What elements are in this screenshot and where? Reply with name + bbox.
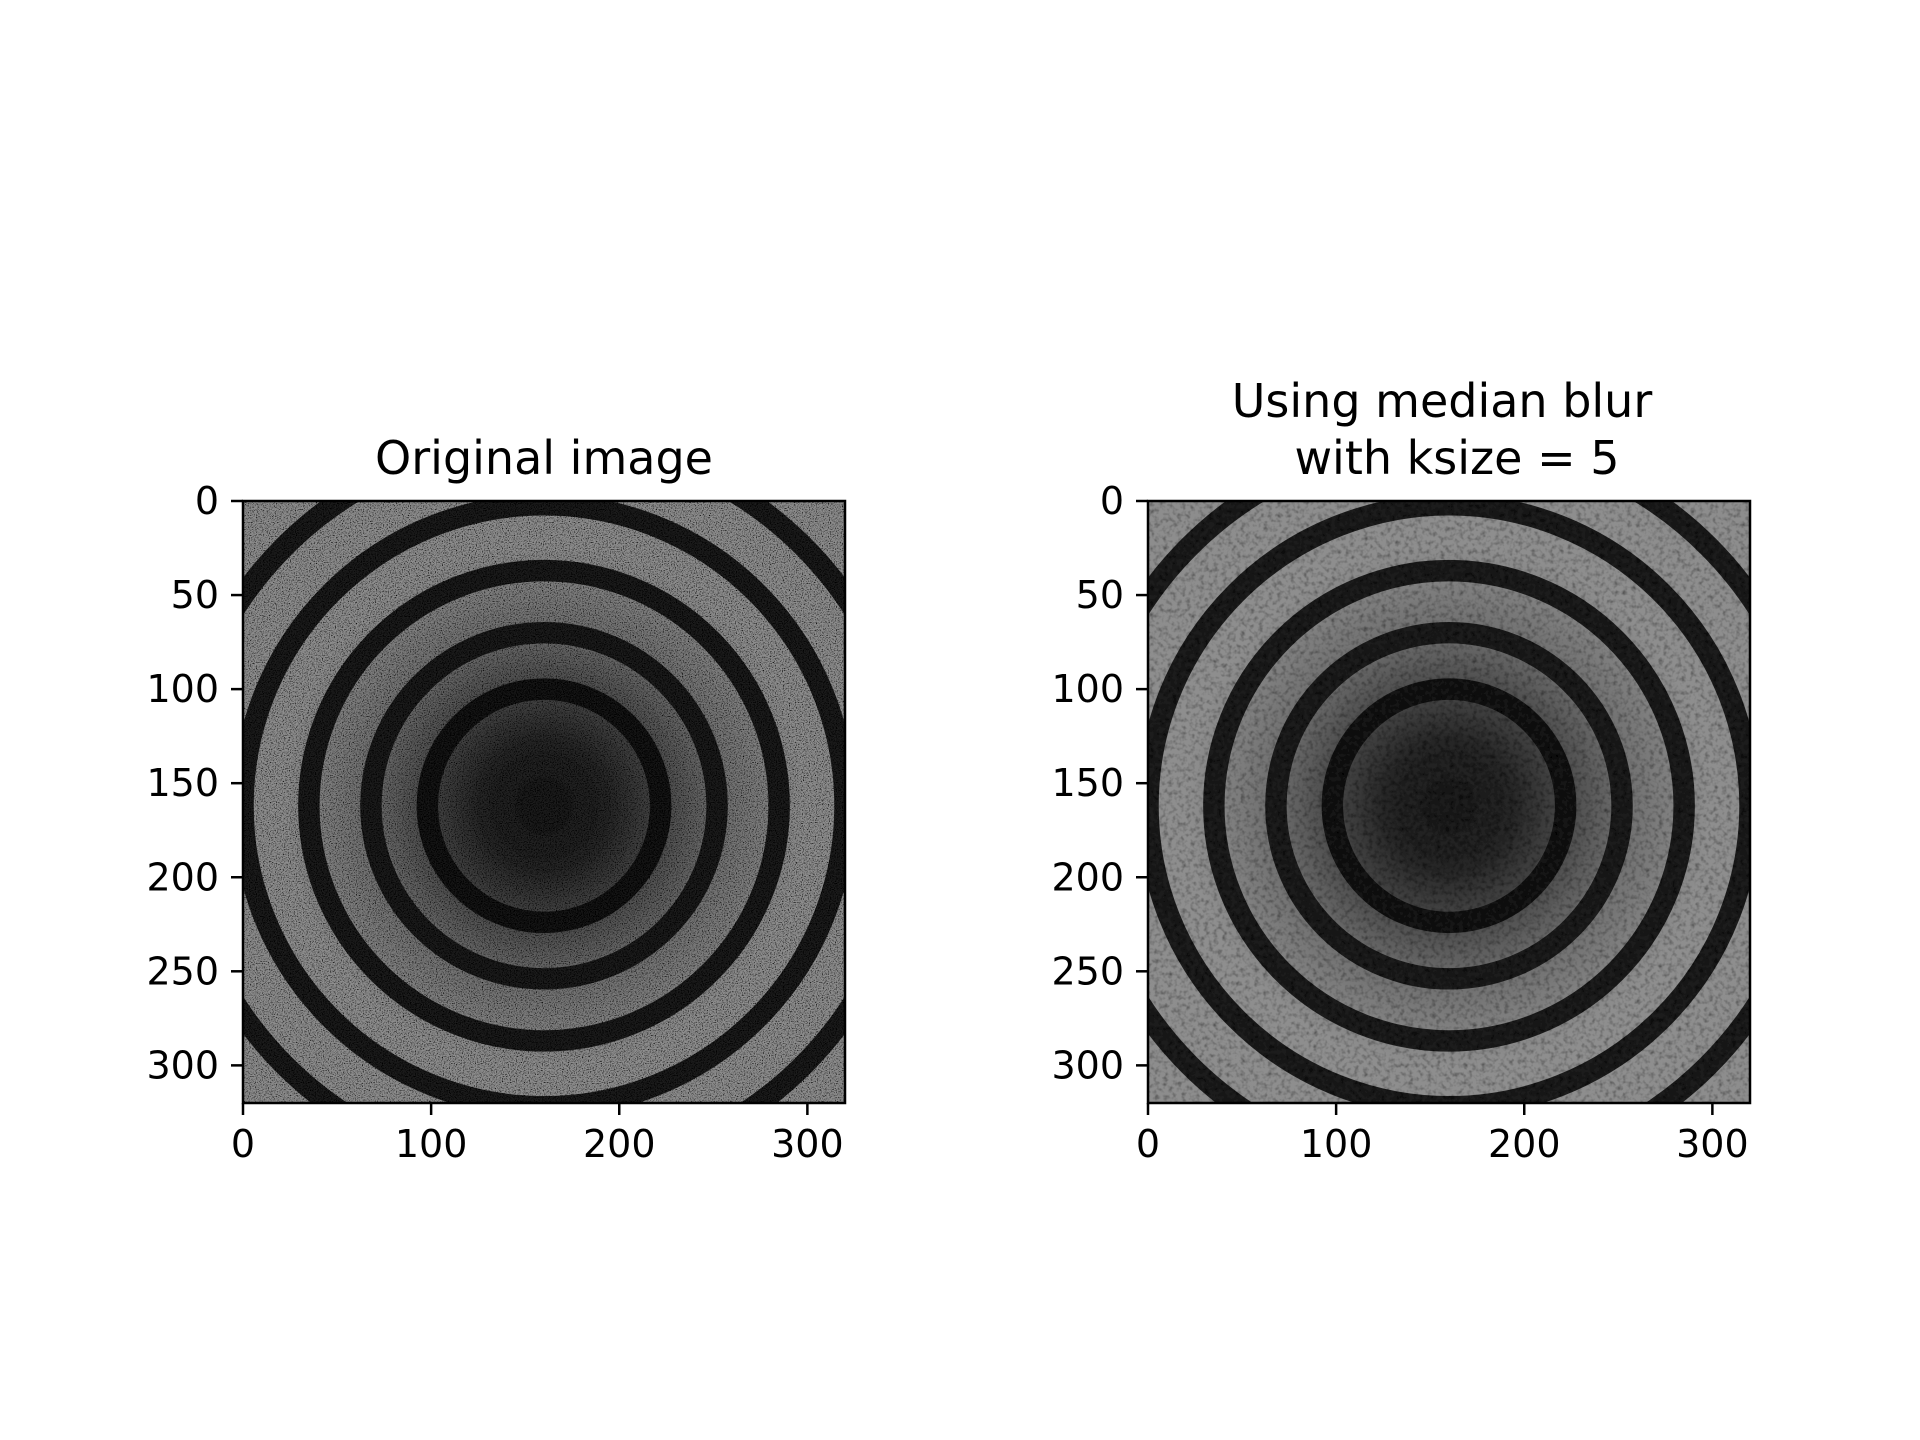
y-tick-label: 50 xyxy=(171,573,219,617)
dark-ring xyxy=(243,501,845,1103)
y-tick-label: 300 xyxy=(1051,1043,1124,1087)
image-area xyxy=(1148,501,1750,1103)
y-tick-label: 150 xyxy=(146,761,219,805)
x-ticks: 0 100 200 300 xyxy=(231,1103,844,1166)
dark-ring xyxy=(1321,678,1577,934)
y-tick-label: 0 xyxy=(1100,479,1124,523)
y-tick-label: 100 xyxy=(146,667,219,711)
x-ticks: 0 100 200 300 xyxy=(1136,1103,1749,1166)
y-tick-label: 150 xyxy=(1051,761,1124,805)
x-tick-label: 200 xyxy=(1488,1122,1561,1166)
y-tick-label: 200 xyxy=(1051,855,1124,899)
y-tick-label: 200 xyxy=(146,855,219,899)
y-ticks: 0 50 100 150 200 250 300 xyxy=(146,479,243,1087)
dark-ring xyxy=(416,678,672,934)
y-tick-label: 300 xyxy=(146,1043,219,1087)
x-tick-label: 300 xyxy=(1676,1122,1749,1166)
y-tick-label: 100 xyxy=(1051,667,1124,711)
y-tick-label: 0 xyxy=(195,479,219,523)
panel-original: Original image 0 100 200 300 0 50 100 150 200 25… xyxy=(146,431,847,1166)
image-area xyxy=(243,501,845,1103)
dark-ring xyxy=(1265,621,1633,990)
axes-frame xyxy=(1146,499,1752,1105)
x-tick-label: 100 xyxy=(1300,1122,1373,1166)
panel-title-line: Original image xyxy=(375,431,713,485)
x-tick-label: 100 xyxy=(395,1122,468,1166)
y-tick-label: 250 xyxy=(146,949,219,993)
dark-ring xyxy=(1203,559,1695,1052)
panel-median-blur: Using median blur with ksize = 5 0 100 200… xyxy=(1051,374,1752,1166)
dark-ring xyxy=(1148,501,1750,1103)
y-tick-label: 50 xyxy=(1076,573,1124,617)
dark-ring xyxy=(360,621,728,990)
panel-title-line: Using median blur xyxy=(1232,374,1653,428)
y-tick-label: 250 xyxy=(1051,949,1124,993)
image-base xyxy=(243,501,845,1103)
y-ticks: 0 50 100 150 200 250 300 xyxy=(1051,479,1148,1087)
axes-frame xyxy=(241,499,847,1105)
x-tick-label: 0 xyxy=(1136,1122,1160,1166)
image-base xyxy=(1148,501,1750,1103)
panel-title-line: with ksize = 5 xyxy=(1294,431,1619,485)
x-tick-label: 200 xyxy=(583,1122,656,1166)
x-tick-label: 0 xyxy=(231,1122,255,1166)
x-tick-label: 300 xyxy=(771,1122,844,1166)
dark-ring xyxy=(298,559,790,1052)
